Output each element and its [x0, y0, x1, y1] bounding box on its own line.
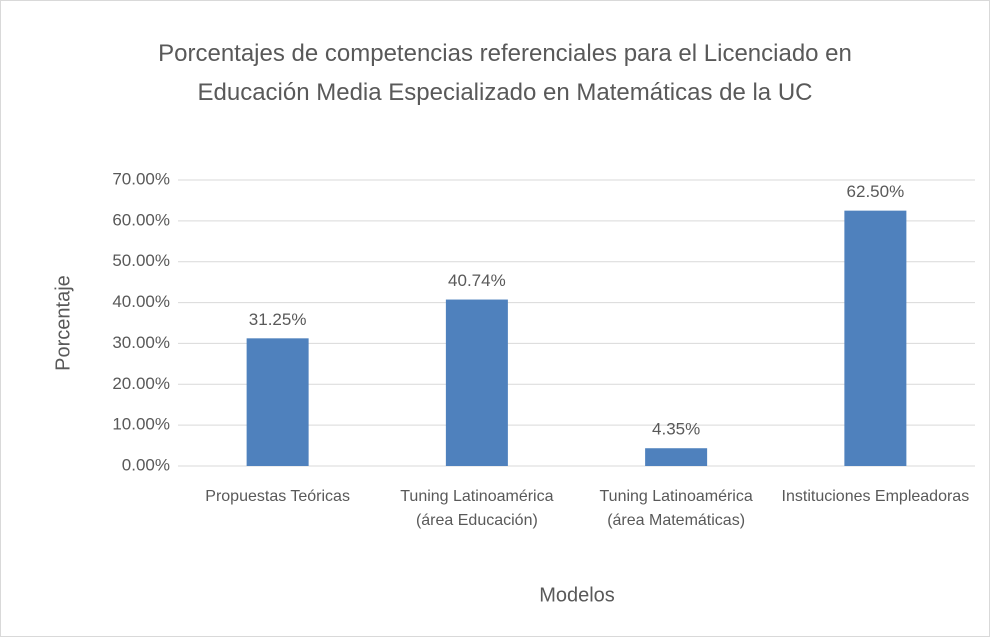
data-label: 40.74%	[448, 271, 506, 290]
y-tick-label: 60.00%	[112, 210, 170, 229]
data-label: 31.25%	[249, 310, 307, 329]
x-tick-label: Propuestas Teóricas	[205, 488, 350, 505]
y-tick-label: 70.00%	[112, 169, 170, 188]
bar	[445, 299, 508, 466]
data-label: 4.35%	[652, 420, 700, 439]
bar	[246, 338, 309, 466]
y-tick-label: 20.00%	[112, 374, 170, 393]
bar	[645, 448, 708, 466]
x-tick-label: Instituciones Empleadoras	[781, 488, 970, 505]
bar	[844, 210, 907, 466]
x-tick-label: Tuning Latinoamérica (área Matemáticas)	[599, 488, 753, 529]
y-tick-label: 50.00%	[112, 251, 170, 270]
y-tick-label: 10.00%	[112, 415, 170, 434]
chart-title: Porcentajes de competencias referenciale…	[158, 40, 852, 106]
x-tick-label: Tuning Latinoamérica (área Educación)	[400, 488, 554, 529]
y-tick-label: 0.00%	[122, 455, 170, 474]
y-tick-label: 40.00%	[112, 292, 170, 311]
data-label: 62.50%	[847, 182, 905, 201]
x-axis-label: Modelos	[539, 584, 615, 606]
y-tick-label: 30.00%	[112, 333, 170, 352]
y-axis-label: Porcentaje	[52, 275, 74, 371]
